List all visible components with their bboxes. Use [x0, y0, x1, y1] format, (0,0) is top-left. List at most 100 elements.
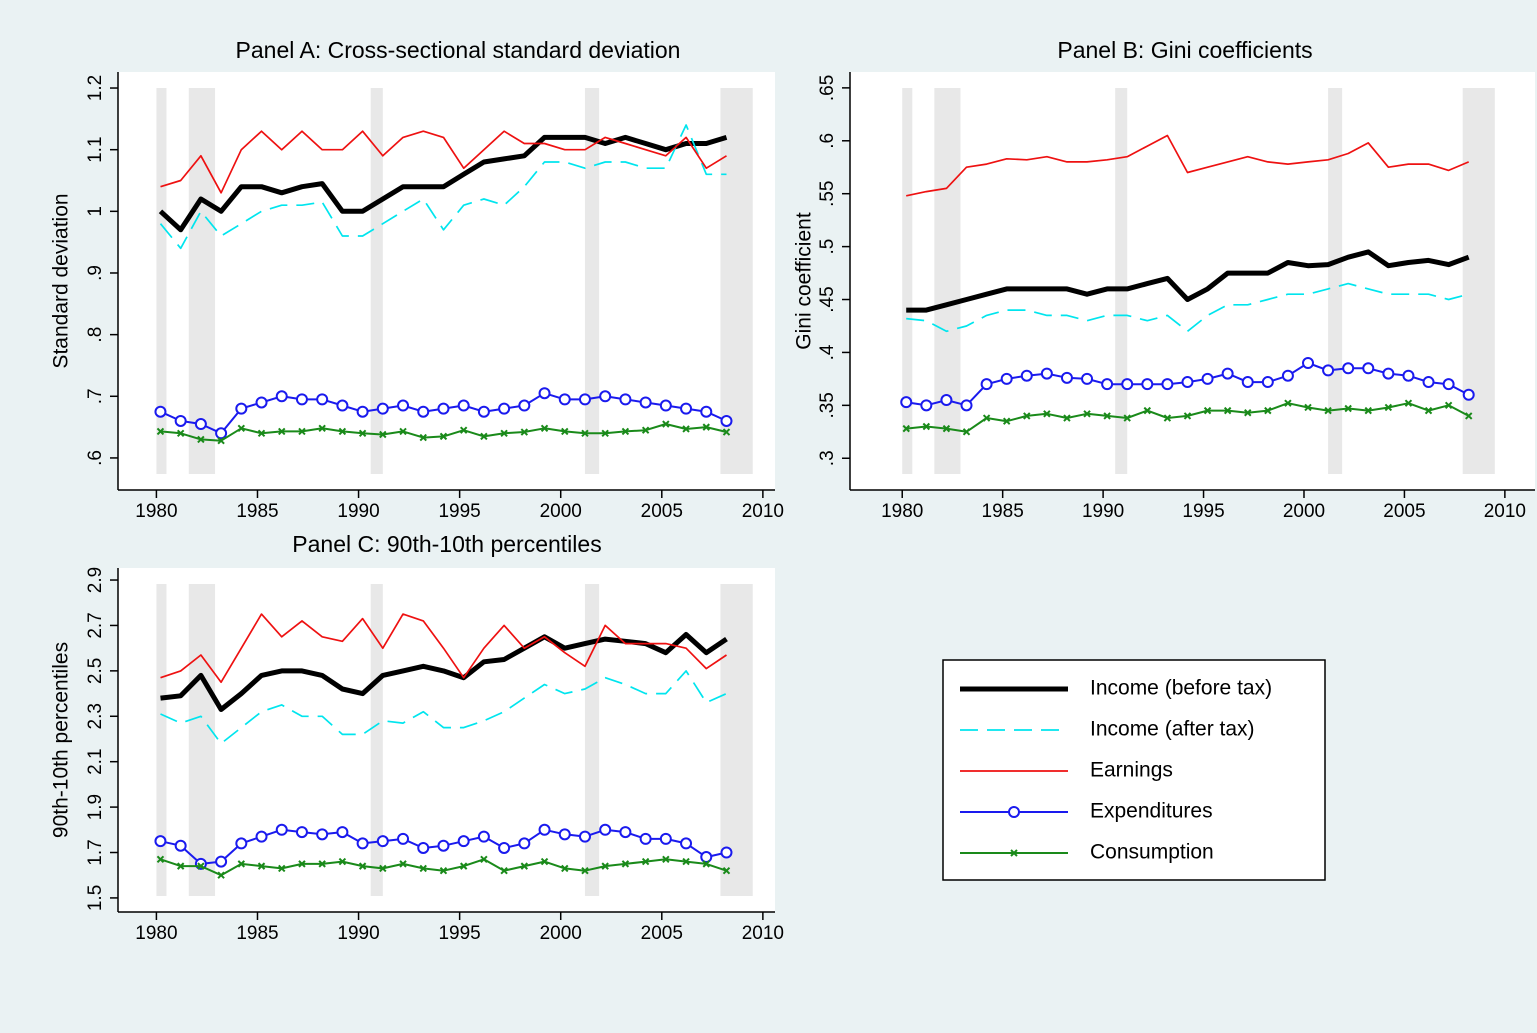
marker	[278, 864, 286, 873]
marker	[641, 426, 650, 434]
marker	[437, 402, 450, 415]
x-tick-label: 2005	[641, 923, 683, 944]
marker	[477, 830, 490, 843]
y-tick-label: .35	[817, 392, 838, 418]
x-tick-label: 2010	[742, 501, 784, 522]
marker	[619, 393, 632, 406]
marker	[601, 429, 609, 437]
marker	[980, 378, 993, 391]
marker	[702, 423, 710, 431]
y-tick-label: .65	[817, 75, 838, 101]
marker	[1241, 376, 1254, 389]
marker	[962, 428, 971, 436]
marker	[298, 427, 306, 436]
y-tick-label: .6	[85, 450, 106, 466]
marker	[459, 862, 468, 870]
marker	[1161, 378, 1174, 391]
marker	[1101, 378, 1114, 391]
legend-label: Income (after tax)	[1090, 718, 1255, 741]
recession-band	[156, 584, 167, 896]
marker	[217, 436, 225, 445]
marker	[1060, 371, 1073, 384]
series-line	[160, 613, 727, 684]
marker	[154, 405, 167, 418]
marker	[417, 405, 430, 418]
marker	[356, 837, 369, 850]
marker	[356, 405, 369, 418]
y-axis-label: Standard deviation	[50, 193, 73, 368]
marker	[215, 855, 228, 868]
marker	[942, 424, 951, 433]
marker	[1000, 372, 1013, 385]
marker	[399, 427, 407, 436]
marker	[1103, 412, 1111, 420]
marker	[336, 399, 349, 412]
y-tick-label: 1.5	[85, 885, 106, 911]
series-line	[160, 670, 727, 745]
marker	[520, 428, 529, 436]
series-line	[160, 632, 728, 712]
marker	[619, 826, 632, 839]
marker	[1402, 369, 1415, 382]
marker	[1444, 401, 1453, 410]
marker	[215, 427, 228, 440]
legend-label: Income (before tax)	[1090, 677, 1272, 700]
marker	[439, 432, 448, 441]
marker	[641, 857, 650, 866]
marker	[682, 857, 690, 866]
recession-band	[188, 88, 216, 474]
marker	[237, 424, 246, 433]
marker	[336, 826, 349, 839]
marker	[578, 830, 591, 843]
marker	[338, 427, 347, 436]
marker	[1181, 376, 1194, 389]
marker	[659, 399, 672, 412]
legend-label: Earnings	[1090, 759, 1173, 782]
marker	[1342, 362, 1355, 375]
marker	[662, 420, 670, 428]
marker	[275, 390, 288, 403]
marker	[500, 866, 508, 875]
x-tick-label: 1990	[337, 501, 379, 522]
x-tick-label: 1985	[982, 501, 1024, 522]
x-tick-label: 2010	[742, 923, 784, 944]
marker	[197, 435, 205, 444]
marker	[599, 823, 612, 836]
marker	[156, 427, 165, 436]
marker	[581, 866, 589, 875]
marker	[1063, 414, 1071, 422]
panel-title: Panel A: Cross-sectional standard deviat…	[236, 37, 681, 63]
marker	[1081, 372, 1094, 385]
series-line	[906, 249, 1470, 313]
x-tick-label: 2000	[1283, 501, 1325, 522]
marker	[520, 862, 529, 870]
x-tick-label: 2000	[540, 923, 582, 944]
series-line	[158, 134, 728, 233]
marker	[1244, 409, 1252, 417]
marker	[500, 429, 508, 437]
marker	[1221, 367, 1234, 380]
marker	[376, 402, 389, 415]
marker	[397, 832, 410, 845]
y-tick-label: .5	[817, 239, 838, 255]
marker	[498, 841, 511, 854]
marker	[639, 832, 652, 845]
marker	[722, 428, 731, 436]
marker	[540, 424, 549, 433]
marker	[558, 828, 571, 841]
marker	[1344, 404, 1352, 413]
marker	[419, 864, 427, 873]
marker	[722, 866, 731, 875]
y-tick-label: 2.5	[85, 658, 106, 684]
marker	[900, 396, 913, 409]
panel-title: Panel C: 90th-10th percentiles	[292, 531, 601, 557]
marker	[176, 429, 185, 437]
marker	[1364, 406, 1372, 415]
y-tick-label: 1.2	[85, 75, 106, 101]
marker	[601, 862, 609, 870]
marker	[1261, 376, 1274, 389]
x-tick-label: 1985	[236, 923, 278, 944]
marker	[318, 424, 326, 433]
marker	[235, 402, 248, 415]
marker	[599, 390, 612, 403]
